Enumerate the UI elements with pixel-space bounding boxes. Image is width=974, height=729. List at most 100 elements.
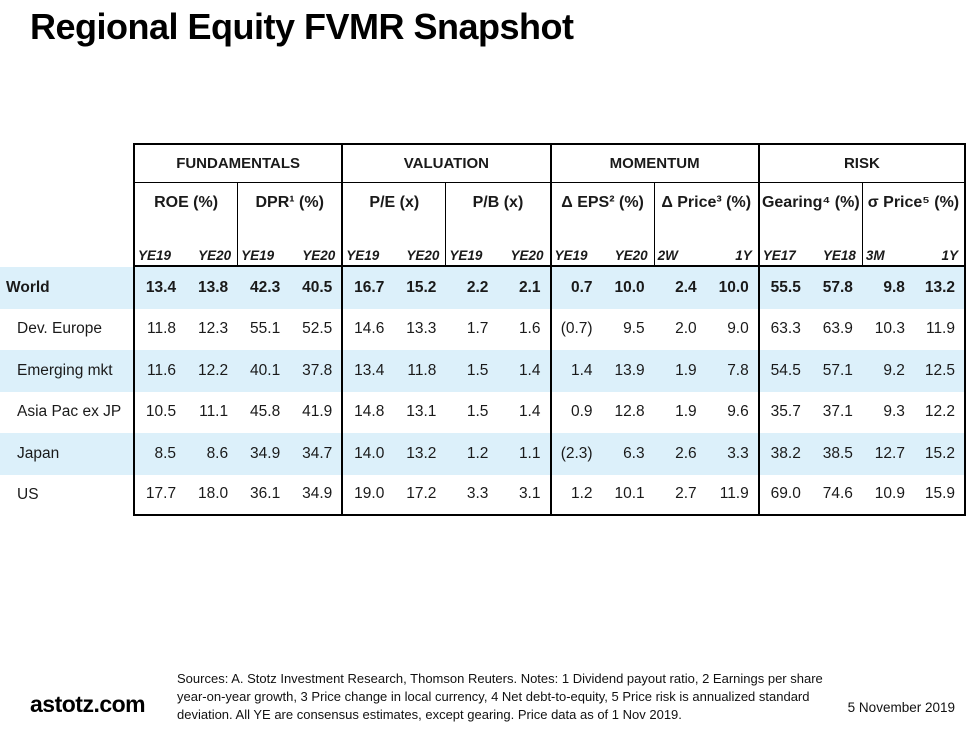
table-cell: 54.5 — [757, 350, 810, 392]
table-cell: 16.7 — [341, 267, 394, 309]
subcol-label: YE19 — [449, 248, 483, 263]
subcol-labels: 2W 1Y — [655, 248, 758, 265]
subcol-label: YE20 — [510, 248, 544, 263]
table-cell: 3.3 — [445, 474, 498, 516]
table-cell: 9.6 — [705, 391, 758, 433]
table-cell: 55.1 — [237, 308, 290, 350]
table-cell: 10.1 — [601, 474, 654, 516]
table-cell: 8.6 — [185, 433, 238, 475]
table-cell: 15.2 — [393, 267, 446, 309]
table-cell: 1.5 — [445, 350, 498, 392]
table-cell: 0.7 — [549, 267, 602, 309]
table-cell: 1.5 — [445, 391, 498, 433]
row-label: Emerging mkt — [0, 350, 133, 392]
brand-logo-text: astotz.com — [30, 691, 146, 717]
table-cell: 15.2 — [913, 433, 966, 475]
table-cell: 12.3 — [185, 308, 238, 350]
metric-label: DPR¹ (%) — [255, 194, 324, 211]
table-cell: 10.9 — [861, 474, 914, 516]
subcol-label: 1Y — [735, 248, 752, 263]
table-cell: 40.1 — [237, 350, 290, 392]
group-header: VALUATION — [341, 143, 550, 183]
table-cell: 1.2 — [549, 474, 602, 516]
table-cell: 2.4 — [653, 267, 706, 309]
subcol-labels: YE19 YE20 — [446, 248, 549, 265]
table-cell: 36.1 — [237, 474, 290, 516]
metric-header: P/E (x) YE19 YE20 — [341, 183, 446, 267]
table-cell: 34.7 — [289, 433, 342, 475]
table-cell: 3.1 — [497, 474, 550, 516]
table-cell: 2.0 — [653, 308, 706, 350]
table-cell: 37.1 — [809, 391, 862, 433]
table-cell: 6.3 — [601, 433, 654, 475]
table-cell: 35.7 — [757, 391, 810, 433]
table-cell: 9.8 — [861, 267, 914, 309]
table-cell: 18.0 — [185, 474, 238, 516]
metric-header: DPR¹ (%) YE19 YE20 — [237, 183, 342, 267]
table-cell: 10.0 — [705, 267, 758, 309]
subcol-labels: YE17 YE18 — [760, 248, 862, 265]
table-cell: 69.0 — [757, 474, 810, 516]
table-cell: 1.1 — [497, 433, 550, 475]
table-cell: 2.2 — [445, 267, 498, 309]
subcol-label: YE17 — [762, 248, 796, 263]
table-cell: 13.4 — [133, 267, 186, 309]
table-cell: 9.5 — [601, 308, 654, 350]
subcol-label: YE19 — [346, 248, 380, 263]
subcol-label: 2W — [657, 248, 678, 263]
table-corner-spacer — [0, 143, 133, 267]
table-cell: 2.6 — [653, 433, 706, 475]
table-cell: 13.2 — [913, 267, 966, 309]
row-label: Japan — [0, 433, 133, 475]
table-cell: 1.4 — [549, 350, 602, 392]
page-title: Regional Equity FVMR Snapshot — [30, 6, 574, 47]
table-cell: 11.8 — [133, 308, 186, 350]
table-cell: 1.6 — [497, 308, 550, 350]
table-cell: 41.9 — [289, 391, 342, 433]
subcol-label: YE19 — [554, 248, 588, 263]
table-cell: 1.2 — [445, 433, 498, 475]
subcol-label: 1Y — [941, 248, 958, 263]
table-cell: 0.9 — [549, 391, 602, 433]
table-cell: 9.0 — [705, 308, 758, 350]
table-cell: 40.5 — [289, 267, 342, 309]
table-cell: 8.5 — [133, 433, 186, 475]
table-cell: 14.8 — [341, 391, 394, 433]
fvmr-table: FUNDAMENTALS VALUATION MOMENTUM RISK ROE (%)… — [0, 143, 966, 516]
subcol-label: YE20 — [198, 248, 232, 263]
table-cell: 74.6 — [809, 474, 862, 516]
table-cell: 13.2 — [393, 433, 446, 475]
metric-header: P/B (x) YE19 YE20 — [445, 183, 550, 267]
row-label: US — [0, 474, 133, 516]
table-cell: 45.8 — [237, 391, 290, 433]
table-cell: 57.8 — [809, 267, 862, 309]
table-cell: 11.9 — [913, 308, 966, 350]
table-cell: 11.1 — [185, 391, 238, 433]
subcol-labels: YE19 YE20 — [343, 248, 445, 265]
subcol-label: YE19 — [138, 248, 172, 263]
table-cell: 1.4 — [497, 391, 550, 433]
table-cell: 17.7 — [133, 474, 186, 516]
table-cell: 12.2 — [913, 391, 966, 433]
table-cell: 34.9 — [289, 474, 342, 516]
table-cell: 2.7 — [653, 474, 706, 516]
table-cell: 13.3 — [393, 308, 446, 350]
table-cell: 14.0 — [341, 433, 394, 475]
metric-label: Gearing⁴ (%) — [761, 194, 860, 211]
row-label: World — [0, 267, 133, 309]
metric-header: Δ Price³ (%) 2W 1Y — [653, 183, 758, 267]
table-cell: 17.2 — [393, 474, 446, 516]
table-cell: 9.2 — [861, 350, 914, 392]
table-cell: 12.2 — [185, 350, 238, 392]
table-cell: 13.9 — [601, 350, 654, 392]
table-cell: 1.9 — [653, 350, 706, 392]
table-cell: 13.4 — [341, 350, 394, 392]
table-cell: 63.3 — [757, 308, 810, 350]
metric-header: Δ EPS² (%) YE19 YE20 — [549, 183, 654, 267]
subcol-label: YE19 — [241, 248, 275, 263]
table-cell: 15.9 — [913, 474, 966, 516]
table-cell: 10.3 — [861, 308, 914, 350]
metric-label: ROE (%) — [154, 194, 219, 211]
metric-header: ROE (%) YE19 YE20 — [133, 183, 238, 267]
